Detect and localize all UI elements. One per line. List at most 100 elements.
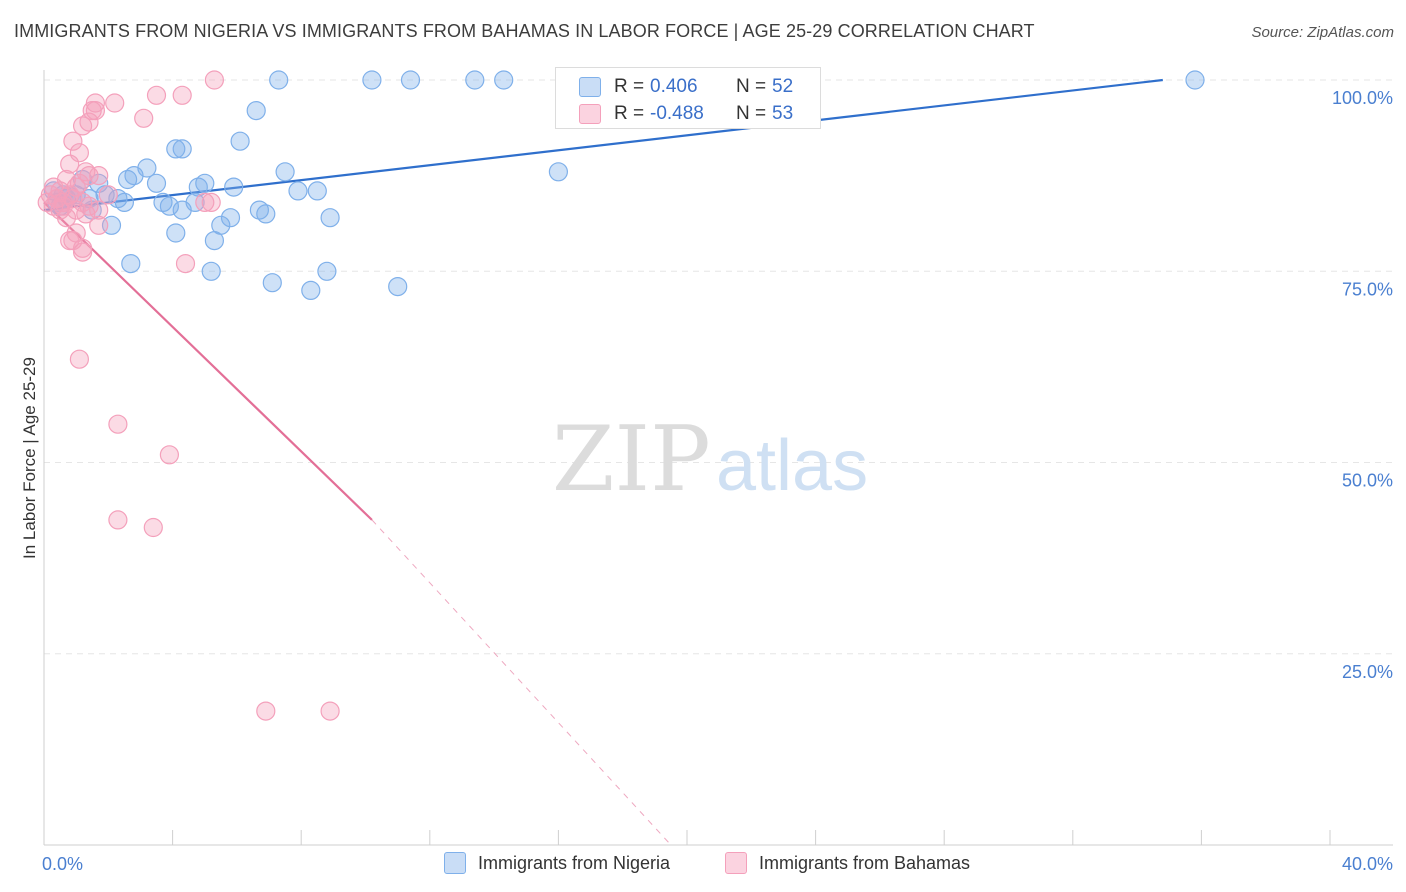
bahamas-point[interactable]: [69, 173, 90, 193]
bahamas-point[interactable]: [53, 196, 73, 216]
y-tick-label: 100.0%: [1332, 88, 1393, 108]
nigeria-point[interactable]: [256, 204, 276, 224]
nigeria-legend-swatch: [444, 852, 466, 874]
bahamas-trend-extension: [371, 519, 672, 846]
bahamas-point[interactable]: [105, 93, 125, 113]
y-tick-label: 50.0%: [1342, 471, 1393, 491]
bahamas-point[interactable]: [72, 242, 93, 262]
correlation-legend: R = 0.406 N = 52 R = -0.488 N = 53: [555, 67, 821, 129]
legend-item-nigeria[interactable]: Immigrants from Nigeria: [444, 852, 670, 874]
x-tick-label-max: 40.0%: [1342, 854, 1393, 874]
bahamas-point[interactable]: [175, 254, 196, 274]
bahamas-point[interactable]: [56, 208, 77, 228]
nigeria-point[interactable]: [166, 223, 186, 243]
nigeria-point[interactable]: [494, 70, 514, 90]
n-value: 52: [772, 76, 794, 97]
nigeria-point[interactable]: [275, 162, 295, 182]
nigeria-point[interactable]: [388, 277, 408, 297]
n-label: N =: [736, 76, 767, 97]
n-value: 53: [772, 103, 794, 124]
nigeria-point[interactable]: [288, 181, 308, 201]
bahamas-point[interactable]: [134, 108, 154, 128]
bahamas-point[interactable]: [204, 70, 224, 90]
grid-lines: [44, 79, 1393, 655]
nigeria-point[interactable]: [465, 70, 485, 90]
watermark-zip: ZIP: [552, 407, 711, 512]
bahamas-point[interactable]: [159, 445, 179, 465]
n-label: N =: [736, 103, 767, 124]
nigeria-point[interactable]: [137, 158, 157, 178]
y-tick-label: 25.0%: [1342, 662, 1393, 682]
nigeria-swatch: [579, 77, 601, 97]
nigeria-point[interactable]: [246, 100, 266, 121]
nigeria-legend-label: Immigrants from Nigeria: [478, 852, 671, 873]
bahamas-point[interactable]: [89, 166, 109, 186]
nigeria-point[interactable]: [195, 173, 215, 193]
bahamas-trend-line: [43, 201, 373, 521]
nigeria-point[interactable]: [548, 162, 569, 182]
nigeria-point[interactable]: [159, 196, 179, 216]
nigeria-point[interactable]: [317, 261, 337, 281]
nigeria-point[interactable]: [1185, 70, 1205, 90]
bahamas-point[interactable]: [256, 701, 276, 721]
r-label: R =: [614, 76, 645, 97]
nigeria-point[interactable]: [269, 70, 289, 90]
x-tick-label-min: 0.0%: [42, 854, 83, 874]
bahamas-point[interactable]: [85, 93, 106, 113]
legend-item-bahamas[interactable]: Immigrants from Bahamas: [725, 852, 970, 874]
r-label: R =: [614, 103, 645, 124]
nigeria-point[interactable]: [166, 139, 186, 159]
nigeria-point[interactable]: [262, 273, 282, 293]
nigeria-point[interactable]: [114, 192, 135, 212]
nigeria-point[interactable]: [301, 280, 321, 300]
bahamas-legend-swatch: [725, 852, 747, 874]
nigeria-point[interactable]: [121, 254, 141, 274]
bahamas-point[interactable]: [143, 517, 163, 538]
bahamas-swatch: [579, 104, 601, 124]
nigeria-trend-line: [43, 78, 1163, 212]
y-axis-label: In Labor Force | Age 25-29: [20, 357, 39, 559]
nigeria-point[interactable]: [211, 215, 231, 235]
bahamas-point[interactable]: [69, 349, 90, 369]
bahamas-point[interactable]: [79, 196, 99, 216]
axes: [43, 70, 1393, 846]
bahamas-point[interactable]: [172, 85, 192, 105]
watermark-atlas: atlas: [716, 426, 868, 506]
chart-source: Source: ZipAtlas.com: [1251, 24, 1394, 41]
r-value: 0.406: [650, 76, 698, 97]
bahamas-point[interactable]: [98, 185, 118, 205]
nigeria-point[interactable]: [220, 208, 241, 228]
nigeria-point[interactable]: [172, 139, 192, 159]
bahamas-point[interactable]: [108, 510, 128, 530]
y-tick-label: 75.0%: [1342, 279, 1393, 299]
x-tick-labels: 0.0% 40.0%: [42, 854, 1393, 874]
chart-title: IMMIGRANTS FROM NIGERIA VS IMMIGRANTS FR…: [14, 21, 1035, 41]
nigeria-point[interactable]: [201, 261, 221, 281]
bahamas-point[interactable]: [89, 215, 109, 235]
bahamas-point[interactable]: [108, 414, 128, 434]
bahamas-point[interactable]: [79, 166, 99, 186]
bahamas-point[interactable]: [320, 701, 340, 721]
nigeria-point[interactable]: [307, 181, 327, 201]
bahamas-point[interactable]: [85, 100, 106, 121]
trend-lines: [43, 78, 1163, 846]
nigeria-point[interactable]: [362, 70, 382, 90]
bahamas-legend-label: Immigrants from Bahamas: [759, 852, 971, 873]
y-tick-labels: 25.0% 50.0% 75.0% 100.0%: [1332, 88, 1393, 682]
bahamas-point[interactable]: [69, 143, 90, 163]
nigeria-point[interactable]: [320, 208, 340, 228]
x-ticks: [43, 830, 1331, 845]
bahamas-point[interactable]: [79, 112, 99, 132]
nigeria-point[interactable]: [185, 192, 205, 212]
nigeria-point[interactable]: [146, 173, 167, 193]
nigeria-point[interactable]: [400, 70, 421, 90]
data-points: [37, 70, 1205, 721]
bahamas-point[interactable]: [146, 85, 167, 105]
bahamas-point[interactable]: [63, 131, 83, 151]
nigeria-point[interactable]: [230, 131, 250, 151]
nigeria-point[interactable]: [224, 177, 244, 197]
bahamas-point[interactable]: [89, 200, 109, 220]
bahamas-point[interactable]: [201, 192, 221, 212]
bahamas-point[interactable]: [195, 192, 215, 212]
